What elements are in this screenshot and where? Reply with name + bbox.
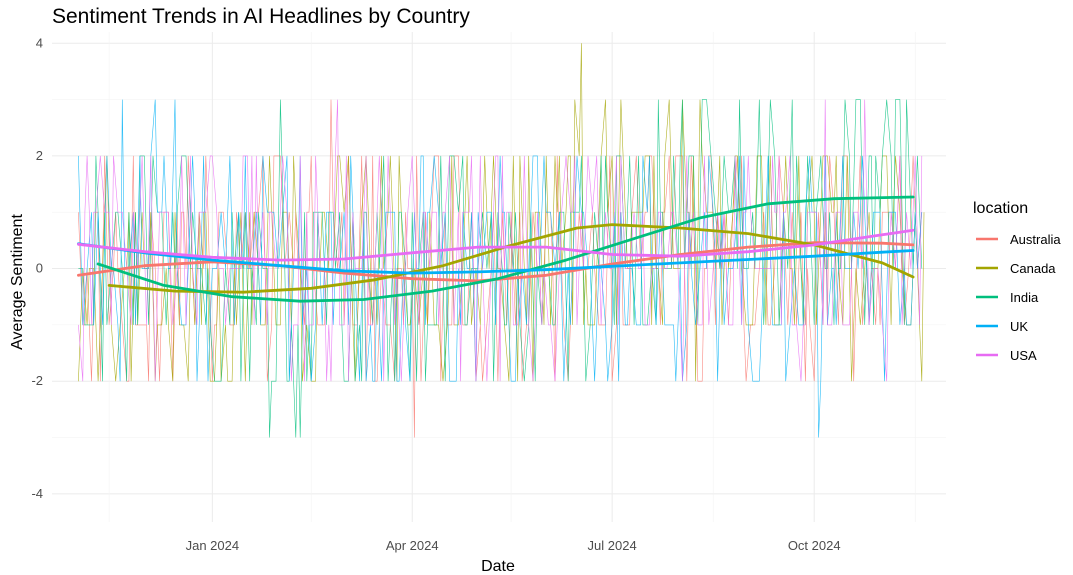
trend-line-uk [77,242,915,275]
trend-line-india [96,195,915,303]
x-tick-label: Apr 2024 [386,538,439,553]
y-tick-label: 2 [36,148,43,163]
legend: location Australia Canada India UK USA [973,200,1061,363]
y-tick-label: -2 [31,373,43,388]
x-tick-label: Jul 2024 [588,538,637,553]
legend-title: location [973,200,1028,217]
raw-line-canada [78,43,925,382]
y-axis-ticks: -4 -2 0 2 4 [31,35,43,501]
raw-line-india [78,99,923,438]
trend-line-canada [107,223,915,294]
x-axis-title: Date [481,558,515,575]
raw-line-australia [78,99,923,438]
x-tick-label: Oct 2024 [788,538,841,553]
legend-label: Canada [1010,261,1056,276]
smooth-trend-lines [77,195,915,303]
y-tick-label: 0 [36,261,43,276]
legend-items: Australia Canada India UK USA [976,232,1061,363]
y-tick-label: -4 [31,486,43,501]
x-tick-label: Jan 2024 [186,538,240,553]
legend-label: USA [1010,348,1037,363]
y-tick-label: 4 [36,35,43,50]
raw-series-lines [78,43,925,438]
raw-line-usa [78,99,923,382]
chart-title: Sentiment Trends in AI Headlines by Coun… [52,5,470,28]
legend-label: UK [1010,319,1028,334]
legend-label: Australia [1010,232,1061,247]
x-axis-ticks: Jan 2024 Apr 2024 Jul 2024 Oct 2024 [186,538,841,553]
legend-label: India [1010,290,1039,305]
trend-line-usa [77,228,915,262]
y-axis-title: Average Sentiment [9,214,26,350]
